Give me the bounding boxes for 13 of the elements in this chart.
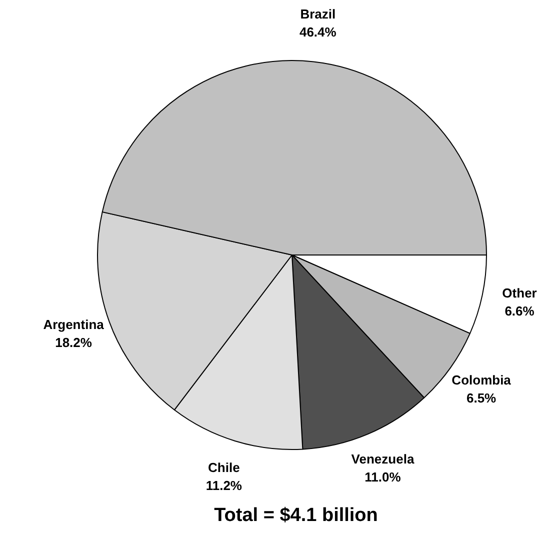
slice-label: Argentina	[43, 317, 105, 332]
slice-label: Colombia	[452, 372, 512, 388]
data-label: 6.5%	[466, 390, 497, 406]
data-label: 46.4%	[299, 24, 337, 40]
slice-label: Venezuela	[351, 452, 415, 467]
data-label: 18.2%	[55, 335, 92, 350]
text: Total = $4.1 billion	[213, 505, 379, 527]
data-label: 11.0%	[364, 470, 402, 485]
data-label: 6.6%	[504, 303, 535, 318]
data-label: 11.2%	[206, 478, 242, 493]
slice-label: Chile	[208, 460, 240, 475]
slice-label: Brazil	[300, 6, 336, 22]
slice-label: Other	[502, 285, 537, 300]
